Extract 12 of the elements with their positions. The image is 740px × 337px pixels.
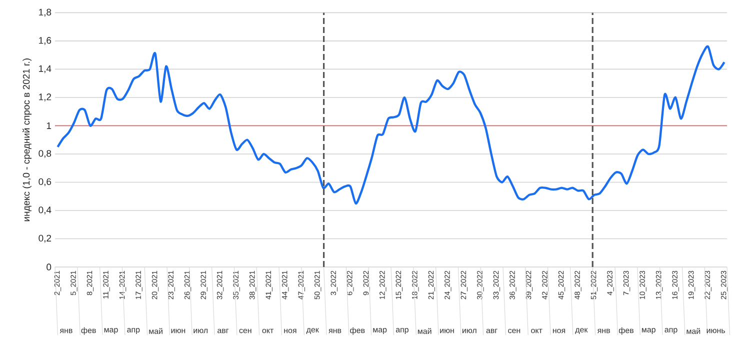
- y-tick-label: 0,4: [38, 206, 52, 214]
- y-tick-label: 0: [46, 264, 52, 270]
- line-series: [56, 46, 726, 205]
- y-tick-label: 1: [46, 122, 52, 129]
- y-tick-label: 0,2: [38, 234, 52, 243]
- y-tick-label: 1,6: [39, 37, 52, 45]
- y-tick-label: 0,6: [38, 178, 52, 186]
- y-tick-label: 0,8: [38, 150, 52, 158]
- y-axis-title: индекс (1,0 - средний спрос в 2021 г.): [22, 58, 32, 222]
- y-tick-label: 1,8: [39, 8, 52, 17]
- y-tick-label: 1,2: [39, 94, 52, 102]
- y-tick-label: 1,4: [39, 65, 52, 74]
